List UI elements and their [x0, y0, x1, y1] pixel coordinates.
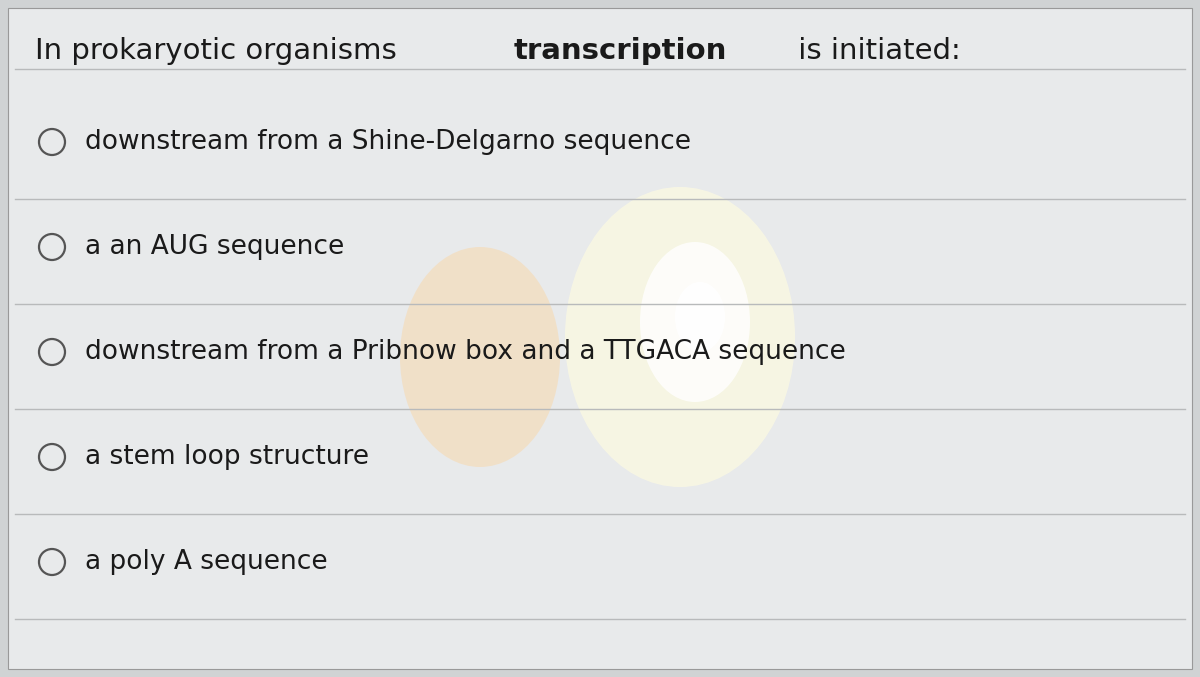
- Text: downstream from a Pribnow box and a TTGACA sequence: downstream from a Pribnow box and a TTGA…: [85, 339, 846, 365]
- Ellipse shape: [400, 247, 560, 467]
- Text: downstream from a Shine-Delgarno sequence: downstream from a Shine-Delgarno sequenc…: [85, 129, 691, 155]
- Text: In prokaryotic organisms: In prokaryotic organisms: [35, 37, 406, 65]
- Ellipse shape: [674, 282, 725, 352]
- Text: is initiated:: is initiated:: [790, 37, 961, 65]
- Text: a an AUG sequence: a an AUG sequence: [85, 234, 344, 260]
- FancyBboxPatch shape: [8, 8, 1192, 669]
- Text: a stem loop structure: a stem loop structure: [85, 444, 370, 470]
- Ellipse shape: [565, 187, 796, 487]
- Text: a poly A sequence: a poly A sequence: [85, 549, 328, 575]
- Ellipse shape: [640, 242, 750, 402]
- Text: transcription: transcription: [514, 37, 727, 65]
